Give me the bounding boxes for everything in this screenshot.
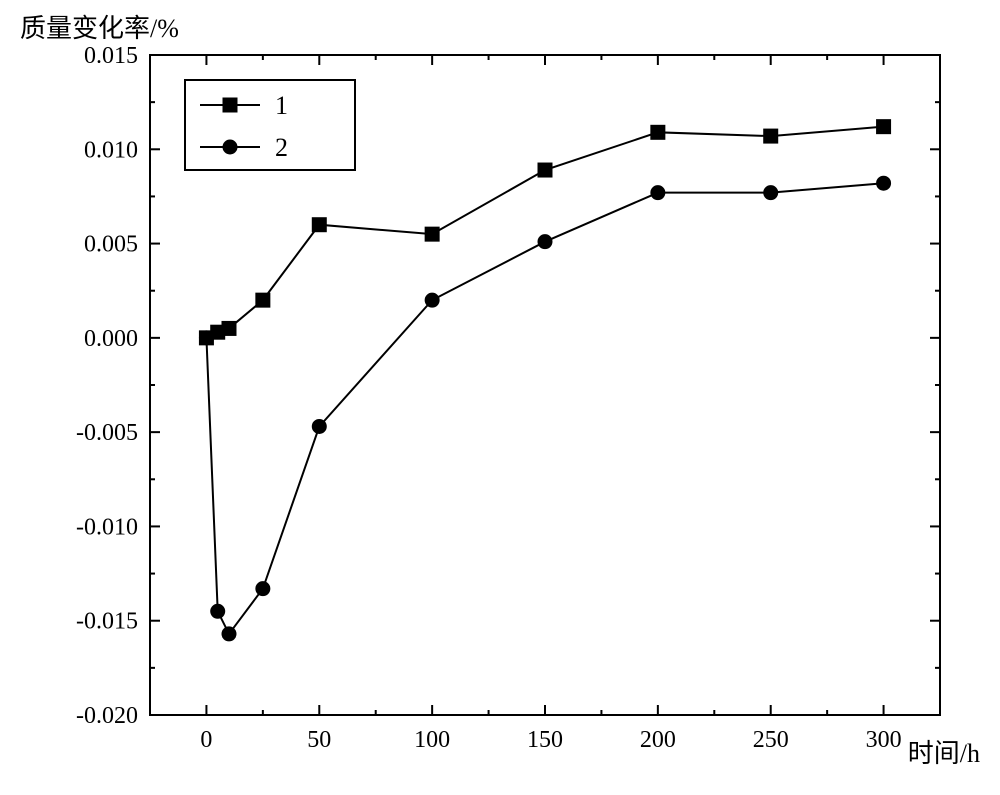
x-axis-label: 时间/h [908, 733, 980, 770]
x-tick-label: 250 [753, 727, 789, 753]
circle-marker-icon [211, 604, 225, 618]
plot-area-border [150, 55, 940, 715]
circle-marker-icon [425, 293, 439, 307]
circle-marker-icon [199, 331, 213, 345]
y-tick-label: 0.005 [84, 232, 138, 258]
circle-marker-icon [764, 186, 778, 200]
square-marker-icon [425, 227, 439, 241]
legend-label: 2 [275, 133, 288, 162]
chart-container: 质量变化率/% 时间/h 0 50 100 150 200 250 300 -0.020 -0.… [0, 0, 1000, 795]
circle-marker-icon [256, 582, 270, 596]
x-tick-label: 300 [866, 727, 902, 753]
circle-marker-icon [223, 140, 237, 154]
chart-svg: 0 50 100 150 200 250 300 -0.020 -0.015 -0.010 -0.0… [0, 0, 1000, 795]
x-tick-label: 100 [414, 727, 450, 753]
y-tick-label: 0.015 [84, 43, 138, 69]
square-marker-icon [877, 120, 891, 134]
circle-marker-icon [651, 186, 665, 200]
circle-marker-icon [538, 235, 552, 249]
circle-marker-icon [312, 419, 326, 433]
circle-marker-icon [877, 176, 891, 190]
square-marker-icon [651, 125, 665, 139]
series-line-1 [206, 127, 883, 338]
square-marker-icon [256, 293, 270, 307]
series-line-2 [206, 183, 883, 634]
square-marker-icon [538, 163, 552, 177]
square-marker-icon [222, 321, 236, 335]
legend-label: 1 [275, 91, 288, 120]
square-marker-icon [223, 98, 237, 112]
square-marker-icon [312, 218, 326, 232]
y-tick-label: 0.000 [84, 326, 138, 352]
square-marker-icon [764, 129, 778, 143]
legend-box [185, 80, 355, 170]
x-tick-label: 0 [200, 727, 212, 753]
x-tick-label: 50 [307, 727, 331, 753]
circle-marker-icon [222, 627, 236, 641]
y-axis-label: 质量变化率/% [20, 8, 179, 45]
x-tick-label: 200 [640, 727, 676, 753]
y-tick-label: -0.005 [76, 420, 138, 446]
y-tick-label: -0.020 [76, 703, 138, 729]
y-tick-label: -0.010 [76, 514, 138, 540]
y-tick-label: 0.010 [84, 137, 138, 163]
x-tick-label: 150 [527, 727, 563, 753]
y-tick-label: -0.015 [76, 609, 138, 635]
